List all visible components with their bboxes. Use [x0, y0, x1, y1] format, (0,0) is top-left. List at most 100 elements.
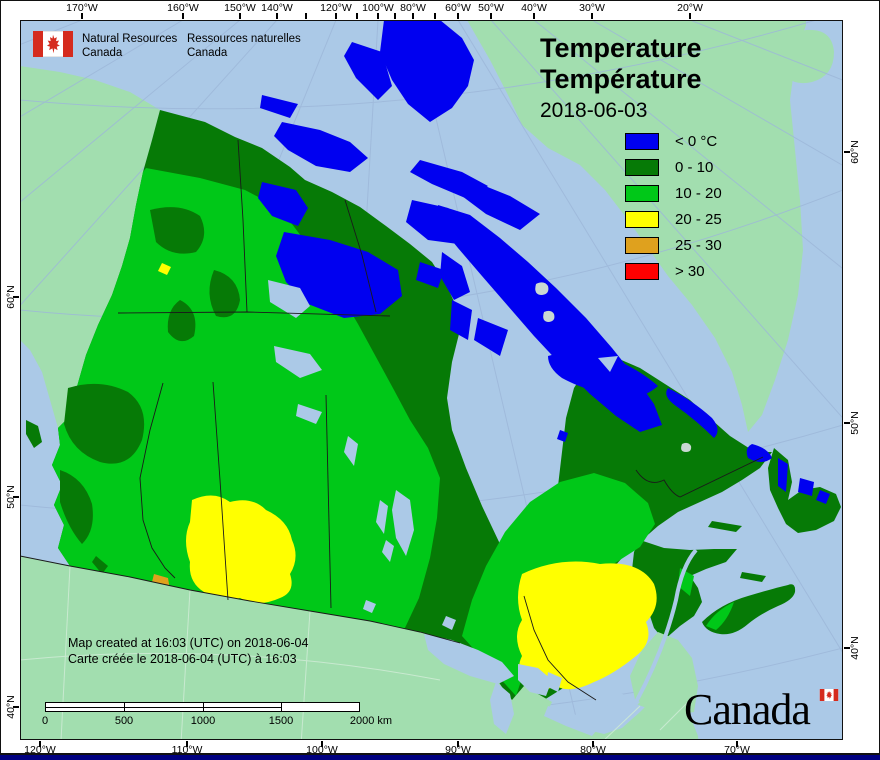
logo-text-fr: Ressources naturelles Canada — [187, 32, 301, 60]
legend-swatch — [625, 185, 659, 202]
logo-en-line2: Canada — [82, 47, 123, 59]
logo-fr-line2: Canada — [187, 47, 228, 59]
lake-superior — [424, 634, 514, 684]
logo-fr-line1: Ressources naturelles — [187, 33, 301, 45]
logo-text-en: Natural Resources Canada — [82, 32, 177, 60]
axis-tick-top-minor — [394, 13, 396, 19]
axis-tick-top-minor — [305, 13, 307, 19]
lake-ontario — [588, 686, 640, 712]
axis-tick-bottom — [186, 741, 188, 747]
axis-tick-top-minor — [434, 13, 436, 19]
legend-row: 10 - 20 — [625, 185, 722, 202]
axis-label-top: 140°W — [261, 2, 293, 14]
scale-bar-number: 1500 — [268, 715, 294, 727]
axis-tick-top — [239, 13, 241, 19]
axis-tick-top — [182, 13, 184, 19]
zone-20-25 — [158, 263, 657, 690]
scale-bar — [45, 702, 360, 712]
borders — [20, 139, 764, 701]
legend-label: 25 - 30 — [675, 237, 722, 254]
lake-erie — [544, 706, 600, 736]
axis-label-top: 40°W — [521, 2, 547, 14]
created-line-en: Map created at 16:03 (UTC) on 2018-06-04 — [68, 636, 309, 650]
greenland-ne-island — [778, 29, 834, 84]
legend-row: 20 - 25 — [625, 211, 722, 228]
axis-tick-bottom — [457, 741, 459, 747]
lake-winnipeg — [392, 490, 414, 556]
axis-tick-bottom — [39, 741, 41, 747]
usa-land — [20, 556, 699, 740]
canada-wordmark: Canada — [684, 685, 811, 734]
axis-tick-bottom — [592, 741, 594, 747]
axis-label-top: 80°W — [400, 2, 426, 14]
anticosti — [708, 521, 742, 532]
canada-flag-icon — [33, 31, 73, 57]
lake-michigan — [490, 682, 514, 734]
bottom-navy-strip — [0, 755, 880, 760]
legend-label: 20 - 25 — [675, 211, 722, 228]
axis-tick-left — [13, 706, 19, 708]
axis-tick-top — [412, 13, 414, 19]
wordmark-flag-icon — [819, 689, 839, 701]
maine — [630, 632, 698, 716]
axis-tick-left — [13, 496, 19, 498]
legend-swatch — [625, 237, 659, 254]
legend-swatch — [625, 159, 659, 176]
legend-label: < 0 °C — [675, 133, 718, 150]
axis-label-top: 30°W — [579, 2, 605, 14]
map-title-block: Temperature Température 2018-06-03 — [540, 33, 702, 123]
scale-bar-number: 1000 — [190, 715, 216, 727]
title-fr: Température — [540, 64, 702, 94]
scale-bar-number: 0 — [41, 715, 49, 727]
great-slave-lake — [274, 346, 322, 378]
lake-huron — [518, 664, 552, 696]
bottom-black-line — [0, 753, 880, 755]
axis-label-right: 60°N — [849, 140, 861, 164]
axis-label-top: 170°W — [66, 2, 98, 14]
axis-tick-right — [844, 422, 850, 424]
legend-swatch — [625, 211, 659, 228]
axis-tick-top — [533, 13, 535, 19]
axis-tick-top — [689, 13, 691, 19]
legend-swatch — [625, 263, 659, 280]
axis-tick-top — [81, 13, 83, 19]
created-line-fr: Carte créée le 2018-06-04 (UTC) à 16:03 — [68, 651, 297, 666]
axis-label-top: 150°W — [224, 2, 256, 14]
axis-tick-right — [844, 647, 850, 649]
axis-label-top: 160°W — [167, 2, 199, 14]
axis-label-right: 50°N — [849, 411, 861, 435]
great-bear-lake — [268, 280, 310, 318]
legend-label: > 30 — [675, 263, 705, 280]
mountain-dark-green — [60, 207, 240, 574]
axis-label-top: 50°W — [478, 2, 504, 14]
axis-tick-top — [377, 13, 379, 19]
legend-label: 10 - 20 — [675, 185, 722, 202]
title-en: Temperature — [540, 33, 702, 63]
axis-tick-bottom — [321, 741, 323, 747]
scale-bar-labels: 0 500 1000 1500 2000 km — [41, 715, 405, 729]
us-state-lines — [20, 565, 695, 740]
axis-tick-top — [457, 13, 459, 19]
legend-row: 0 - 10 — [625, 159, 713, 176]
axis-tick-top-minor — [356, 13, 358, 19]
logo-en-line1: Natural Resources — [82, 33, 178, 45]
scale-bar-number: 500 — [114, 715, 134, 727]
legend-swatch — [625, 133, 659, 150]
legend-row: < 0 °C — [625, 133, 717, 150]
axis-tick-bottom — [736, 741, 738, 747]
pei — [740, 572, 766, 582]
lakes — [268, 280, 698, 736]
axis-tick-left — [13, 296, 19, 298]
axis-label-right: 40°N — [849, 636, 861, 660]
axis-tick-right — [844, 151, 850, 153]
axis-label-top: 20°W — [677, 2, 703, 14]
axis-label-top: 60°W — [445, 2, 471, 14]
axis-tick-top — [335, 13, 337, 19]
legend-row: 25 - 30 — [625, 237, 722, 254]
legend-label: 0 - 10 — [675, 159, 714, 176]
axis-label-top: 120°W — [320, 2, 352, 14]
map-created-notes: Map created at 16:03 (UTC) on 2018-06-04… — [68, 636, 308, 667]
axis-label-top: 100°W — [362, 2, 394, 14]
title-date: 2018-06-03 — [540, 99, 648, 122]
